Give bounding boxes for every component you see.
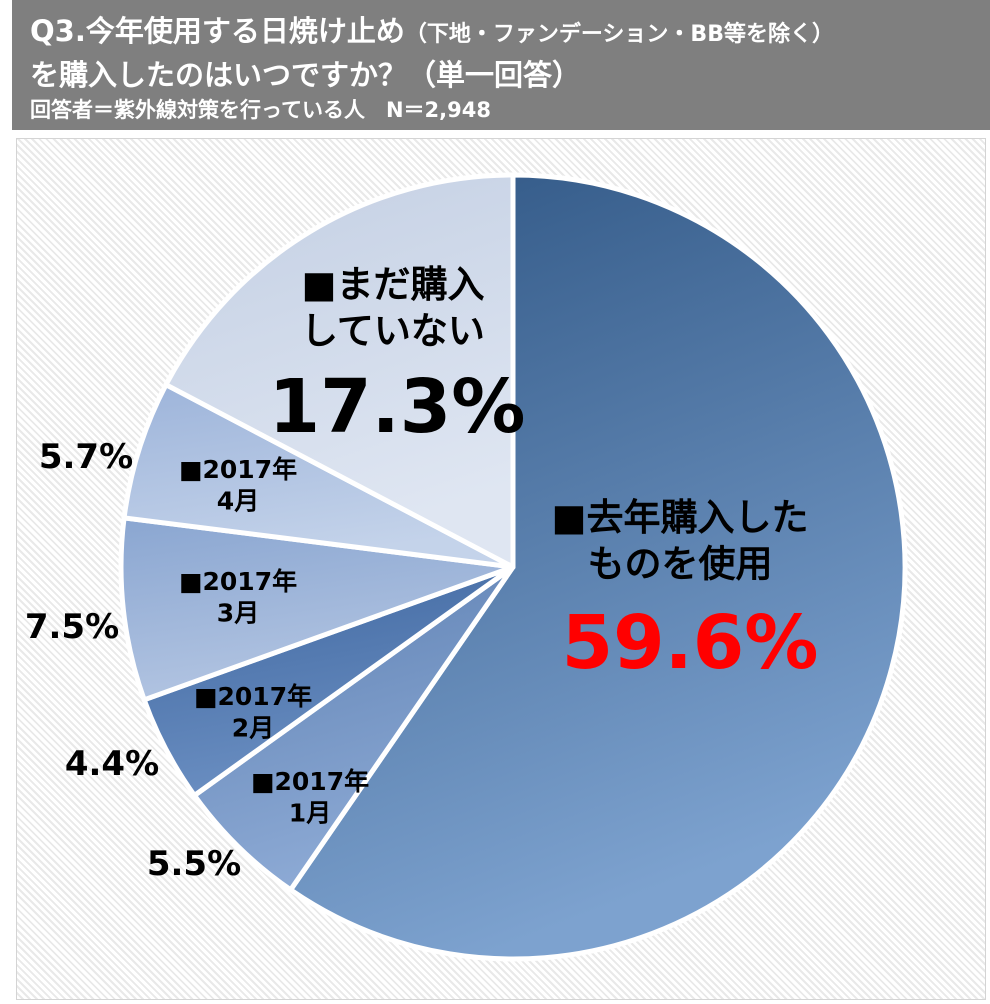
slice-category-label-3: ■2017年 3月 [179, 567, 297, 627]
slice-value-label-0: 59.6% [562, 600, 819, 686]
slice-category-line: ものを使用 [588, 542, 773, 585]
slice-category-line: ■まだ購入 [302, 263, 485, 306]
slice-category-line: していない [301, 309, 485, 352]
slice-category-label-1: ■2017年 1月 [251, 767, 369, 827]
pie-slice-0 [288, 172, 908, 962]
title-main: Q3.今年使用する日焼け止め [30, 14, 405, 48]
slice-value-label-4: 5.7% [39, 437, 133, 477]
slice-category-line: 4月 [217, 486, 259, 515]
slice-value-label-2: 4.4% [65, 744, 159, 784]
slice-category-label-0: ■去年購入したものを使用 [552, 496, 809, 585]
chart-title: Q3.今年使用する日焼け止め（下地・ファンデーション・BB等を除く） [30, 8, 834, 50]
slice-category-line: ■2017年 [251, 767, 369, 796]
slice-category-line: ■2017年 [179, 455, 297, 484]
slice-category-label-5: ■まだ購入していない [301, 263, 485, 352]
slice-category-label-4: ■2017年 4月 [179, 455, 297, 515]
pie-slice-1 [191, 564, 516, 893]
pie-slice-3 [118, 515, 516, 703]
pie-slice-4 [121, 382, 516, 570]
chart-header: Q3.今年使用する日焼け止め（下地・ファンデーション・BB等を除く） を購入した… [12, 0, 990, 130]
pie-slice-5 [163, 172, 516, 570]
chart-title-line2: を購入したのはいつですか？（単一回答） [30, 58, 582, 92]
title-paren: （下地・ファンデーション・BB等を除く） [404, 22, 834, 47]
slice-category-line: ■去年購入した [552, 496, 809, 539]
slice-category-line: 3月 [217, 598, 259, 627]
respondents-note: 回答者＝紫外線対策を行っている人 N＝2,948 [30, 98, 491, 122]
slice-value-label-1: 5.5% [147, 844, 241, 884]
slice-category-line: ■2017年 [194, 682, 312, 711]
slice-category-label-2: ■2017年 2月 [194, 682, 312, 742]
slice-value-label-5: 17.3% [269, 364, 526, 450]
slice-category-line: ■2017年 [179, 567, 297, 596]
slice-value-label-3: 7.5% [25, 607, 119, 647]
slice-category-line: 2月 [232, 713, 274, 742]
slice-category-line: 1月 [289, 798, 331, 827]
